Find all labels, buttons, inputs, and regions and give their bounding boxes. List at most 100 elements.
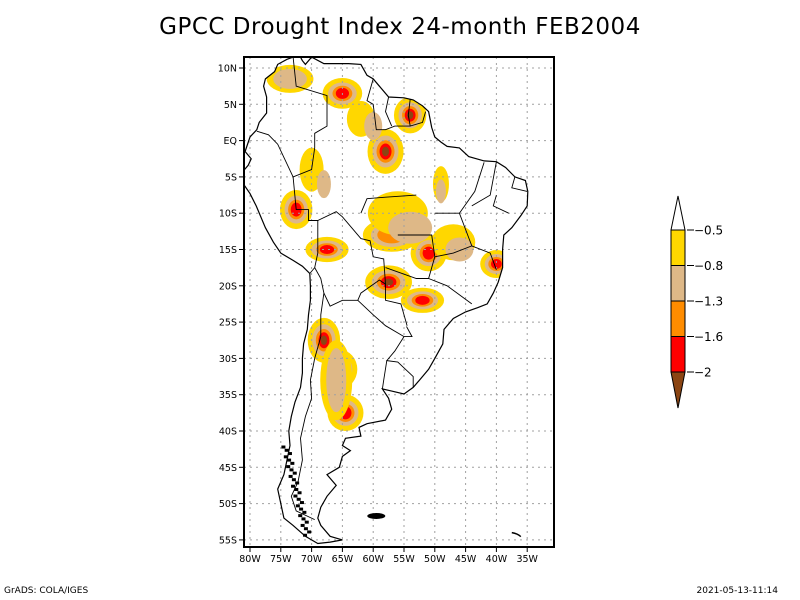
lon-tick-label: 60W (362, 554, 384, 565)
south-america-coastline (244, 57, 529, 545)
lat-tick-label: 55S (219, 535, 237, 546)
latitude-axis: 10N 5N EQ 5S 10S 15S 20S 25S 30S 35S 40S 45S 50S 55S (218, 64, 244, 546)
chilean-island (303, 527, 308, 531)
chilean-island (302, 510, 307, 514)
legend-label: −0.5 (694, 224, 723, 238)
chilean-island (283, 455, 288, 459)
drought-band-7 (364, 112, 383, 141)
chilean-island (301, 517, 306, 521)
ocean-mask (244, 57, 554, 547)
legend-label: −0.8 (694, 259, 723, 273)
chilean-island (287, 452, 292, 456)
lon-tick-label: 45W (455, 554, 477, 565)
country-border (471, 161, 497, 207)
coastlines-borders (244, 57, 529, 545)
chilean-island (307, 530, 312, 534)
drought-blob-pantanal-level-5 (384, 278, 394, 286)
chilean-island (299, 507, 304, 511)
chilean-island (303, 533, 308, 537)
drought-blob-central-amazon-level-5 (382, 146, 390, 157)
lon-tick-label: 55W (393, 554, 415, 565)
chilean-island (290, 461, 295, 465)
chilean-island (292, 471, 297, 475)
country-border (360, 194, 417, 214)
lon-tick-label: 50W (424, 554, 446, 565)
chilean-island (299, 501, 304, 505)
chilean-island (295, 481, 300, 485)
legend-arrow-bottom (670, 371, 686, 409)
lat-tick-label: 25S (219, 318, 237, 329)
country-border (428, 278, 473, 305)
plot-frame (243, 56, 555, 548)
chilean-island (304, 520, 309, 524)
country-border (314, 267, 386, 307)
country-border (357, 299, 413, 338)
drought-band-1 (388, 211, 433, 244)
legend-label: −1.3 (694, 295, 723, 309)
country-border (407, 99, 411, 127)
lat-tick-label: 20S (219, 281, 237, 292)
lon-tick-label: 40W (486, 554, 508, 565)
country-border (290, 293, 325, 521)
country-border (492, 194, 509, 214)
chilean-island (281, 445, 286, 449)
country-border (366, 78, 427, 131)
chilean-island (296, 497, 301, 501)
drought-band-5 (326, 348, 347, 413)
drought-blob-bolivia-north-level-4 (319, 245, 335, 254)
legend-label: −1.6 (694, 330, 723, 344)
chilean-island (291, 478, 296, 482)
legend-swatch-4 (670, 336, 686, 373)
legend-swatch-3 (670, 300, 686, 337)
timestamp: 2021-05-13-11:14 (696, 586, 779, 596)
legend-swatch-2 (670, 265, 686, 302)
country-border (381, 360, 388, 389)
lon-tick-label: 70W (301, 554, 323, 565)
chilean-island (294, 487, 299, 491)
country-border (385, 96, 393, 127)
lat-tick-label: 50S (219, 499, 237, 510)
chilean-island (288, 474, 293, 478)
lat-tick-label: 15S (219, 245, 237, 256)
longitude-axis: 80W 75W 70W 65W 60W 55W 50W 45W 40W 35W (239, 547, 539, 565)
country-border (256, 57, 328, 178)
drought-band-3 (445, 237, 474, 262)
drought-band-9 (316, 170, 331, 199)
drought-blob-sao-paulo-level-4 (415, 295, 430, 305)
chilean-island (287, 458, 292, 462)
chilean-island (293, 494, 298, 498)
lat-tick-label: 10S (219, 209, 237, 220)
country-border (317, 211, 408, 326)
lat-tick-label: 45S (219, 463, 237, 474)
drought-band-11 (435, 179, 446, 204)
lon-tick-label: 80W (239, 554, 261, 565)
lat-tick-label: 5S (225, 172, 237, 183)
color-legend: −0.5 −0.8 −1.3 −1.6 −2 (670, 195, 723, 409)
lat-tick-label: 35S (219, 390, 237, 401)
drought-regions (266, 64, 513, 432)
grads-credit: GrADS: COLA/IGES (4, 586, 89, 596)
chilean-island (286, 465, 291, 469)
south-georgia (511, 531, 522, 538)
chilean-island (295, 504, 300, 508)
lon-tick-label: 75W (270, 554, 292, 565)
lat-tick-label: 30S (219, 354, 237, 365)
chilean-island (291, 484, 296, 488)
grid-lines (244, 57, 554, 547)
country-border (459, 162, 485, 214)
drought-blob-argentina-northwest-level-5 (320, 335, 328, 346)
country-border (471, 245, 497, 270)
lat-tick-label: EQ (224, 136, 237, 147)
chilean-island (297, 491, 302, 495)
lat-tick-label: 5N (224, 100, 237, 111)
lon-tick-label: 65W (332, 554, 354, 565)
lat-tick-label: 10N (218, 64, 237, 75)
country-border (385, 234, 436, 279)
drought-blob-northwest-colombia-level-2 (273, 68, 307, 89)
chilean-island (298, 514, 303, 518)
map-title: GPCC Drought Index 24-month FEB2004 (159, 14, 641, 40)
lon-tick-label: 35W (516, 554, 538, 565)
chilean-island (289, 468, 294, 472)
chilean-island (300, 523, 305, 527)
